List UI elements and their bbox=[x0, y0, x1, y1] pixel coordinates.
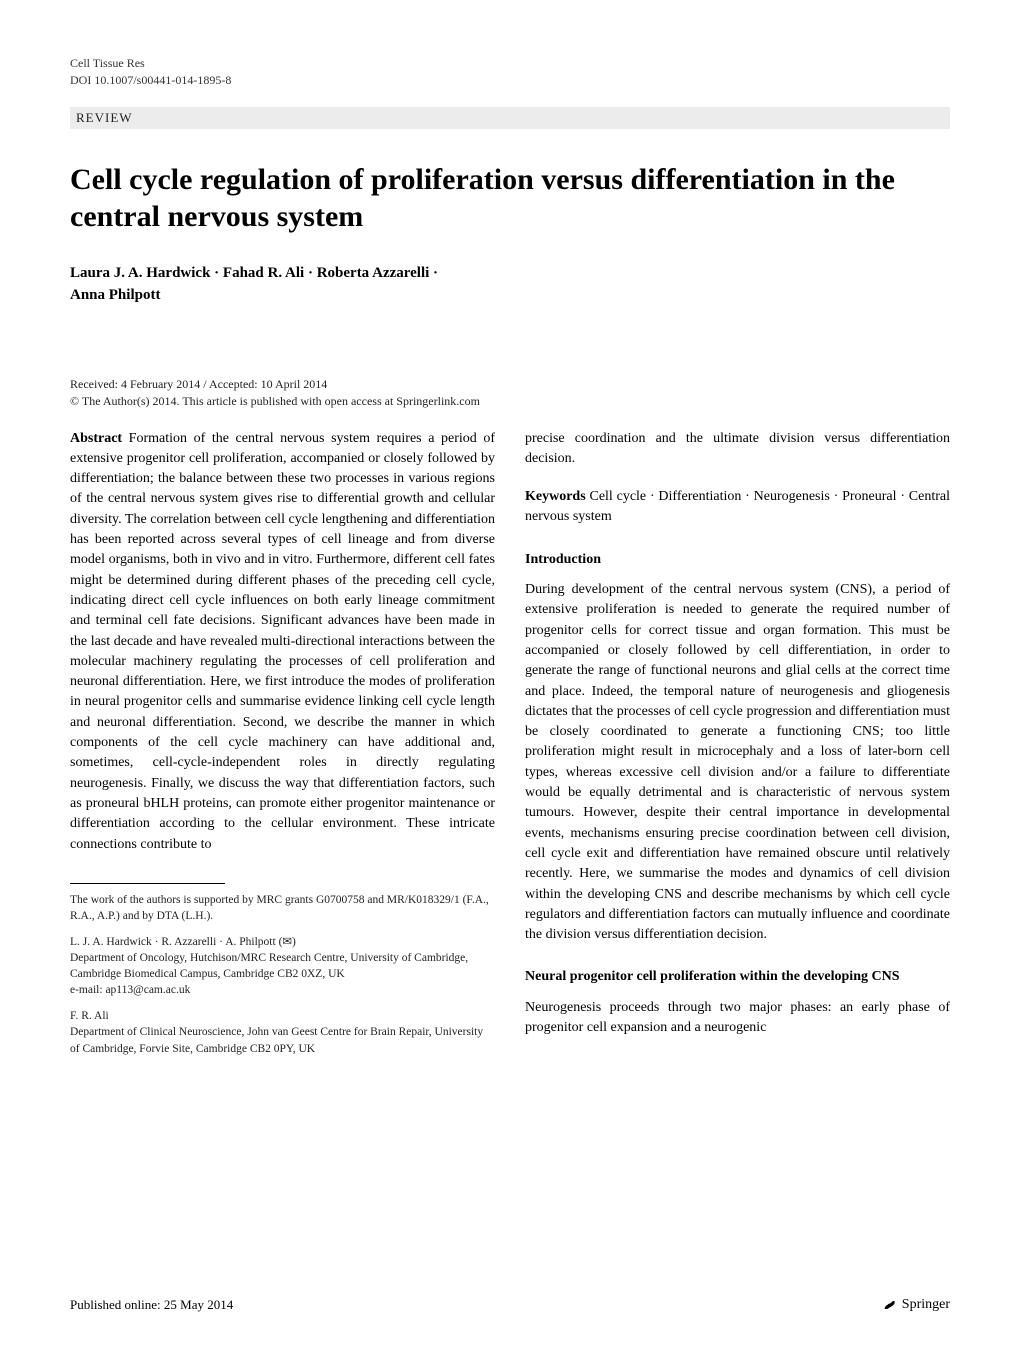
two-column-body: Abstract Formation of the central nervou… bbox=[70, 429, 950, 1067]
affiliation-2: F. R. Ali Department of Clinical Neurosc… bbox=[70, 1008, 495, 1056]
springer-text: Springer bbox=[902, 1297, 950, 1313]
article-title: Cell cycle regulation of proliferation v… bbox=[70, 161, 950, 236]
left-column: Abstract Formation of the central nervou… bbox=[70, 429, 495, 1067]
published-online: Published online: 25 May 2014 bbox=[70, 1297, 233, 1313]
received-accepted-dates: Received: 4 February 2014 / Accepted: 10… bbox=[70, 377, 950, 392]
article-type-label: REVIEW bbox=[76, 110, 133, 125]
keywords-label: Keywords bbox=[525, 489, 586, 504]
authors-block: Laura J. A. Hardwick · Fahad R. Ali · Ro… bbox=[70, 262, 950, 307]
affiliation-2-text: Department of Clinical Neuroscience, Joh… bbox=[70, 1024, 495, 1056]
abstract-paragraph: Abstract Formation of the central nervou… bbox=[70, 429, 495, 855]
affiliation-1-email: e-mail: ap113@cam.ac.uk bbox=[70, 982, 495, 998]
header-journal-info: Cell Tissue Res DOI 10.1007/s00441-014-1… bbox=[70, 55, 950, 89]
doi-text: DOI 10.1007/s00441-014-1895-8 bbox=[70, 72, 950, 89]
article-type-bar: REVIEW bbox=[70, 107, 950, 129]
introduction-text: During development of the central nervou… bbox=[525, 580, 950, 945]
abstract-text: Formation of the central nervous system … bbox=[70, 431, 495, 852]
authors-line-2: Anna Philpott bbox=[70, 284, 950, 307]
authors-line-1: Laura J. A. Hardwick · Fahad R. Ali · Ro… bbox=[70, 262, 950, 285]
section-2-text: Neurogenesis proceeds through two major … bbox=[525, 998, 950, 1039]
abstract-label: Abstract bbox=[70, 431, 122, 446]
keywords-text: Cell cycle · Differentiation · Neurogene… bbox=[525, 489, 950, 524]
section-2-heading: Neural progenitor cell proliferation wit… bbox=[525, 967, 950, 987]
footnote-divider bbox=[70, 883, 225, 884]
funding-footnote: The work of the authors is supported by … bbox=[70, 892, 495, 924]
introduction-heading: Introduction bbox=[525, 550, 950, 570]
keywords-block: Keywords Cell cycle · Differentiation · … bbox=[525, 487, 950, 528]
springer-horse-icon bbox=[882, 1297, 898, 1313]
journal-name: Cell Tissue Res bbox=[70, 55, 950, 72]
affiliation-1-text: Department of Oncology, Hutchison/MRC Re… bbox=[70, 950, 495, 982]
springer-branding: Springer bbox=[882, 1297, 950, 1313]
affiliation-1: L. J. A. Hardwick · R. Azzarelli · A. Ph… bbox=[70, 934, 495, 998]
affiliation-1-names: L. J. A. Hardwick · R. Azzarelli · A. Ph… bbox=[70, 934, 495, 950]
abstract-continuation: precise coordination and the ultimate di… bbox=[525, 429, 950, 470]
affiliation-2-names: F. R. Ali bbox=[70, 1008, 495, 1024]
right-column: precise coordination and the ultimate di… bbox=[525, 429, 950, 1067]
footnotes-block: The work of the authors is supported by … bbox=[70, 892, 495, 1057]
copyright-line: © The Author(s) 2014. This article is pu… bbox=[70, 394, 950, 409]
